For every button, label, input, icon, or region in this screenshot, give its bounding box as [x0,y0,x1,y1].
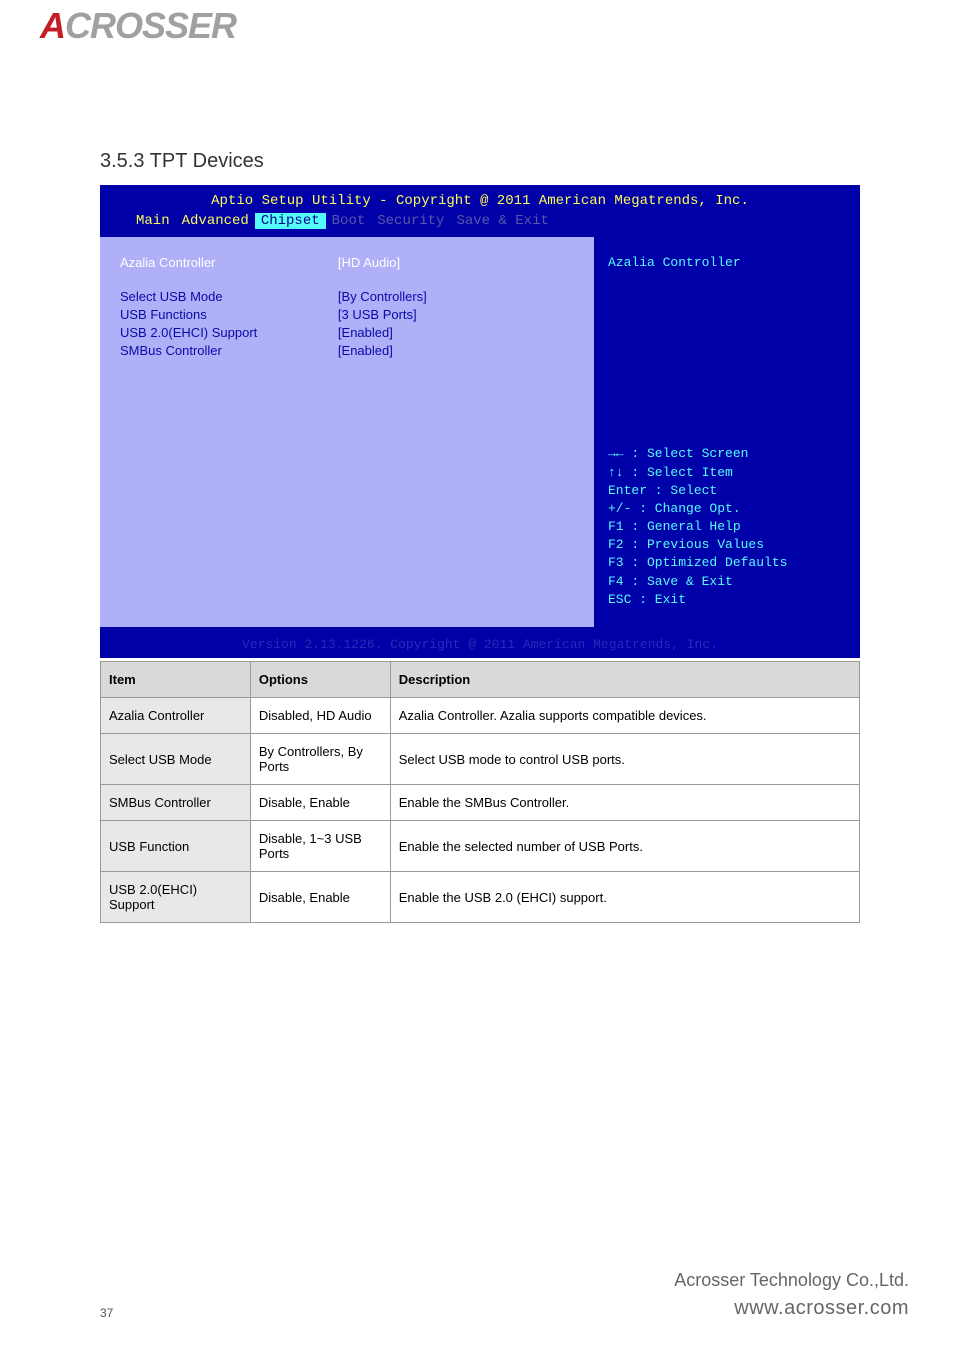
setting-row[interactable]: SMBus Controller [Enabled] [120,343,574,358]
setting-row[interactable]: USB 2.0(EHCI) Support [Enabled] [120,325,574,340]
footer-url: www.acrosser.com [674,1297,909,1320]
table-cell: Disable, Enable [250,785,390,821]
logo-rest: CROSSER [65,5,236,46]
help-line: ESC : Exit [608,591,848,609]
help-line: Enter : Select [608,482,848,500]
table-row: Select USB Mode By Controllers, By Ports… [101,734,860,785]
table-cell: Azalia Controller [101,698,251,734]
bios-header: Aptio Setup Utility - Copyright @ 2011 A… [100,191,860,211]
table-row: SMBus Controller Disable, Enable Enable … [101,785,860,821]
setting-value: [3 USB Ports] [338,307,574,322]
table-cell: Disabled, HD Audio [250,698,390,734]
tab-chipset[interactable]: Chipset [255,213,326,229]
table-cell: USB 2.0(EHCI) Support [101,872,251,923]
table-header-row: Item Options Description [101,662,860,698]
bios-tabs: Main Advanced Chipset Boot Security Save… [100,211,860,235]
footer-company: Acrosser Technology Co.,Ltd. [674,1270,909,1291]
table-row: USB Function Disable, 1~3 USB Ports Enab… [101,821,860,872]
table-header: Options [250,662,390,698]
page-title: 3.5.3 TPT Devices [100,150,264,173]
logo: ACROSSER [40,5,236,47]
table-cell: Enable the SMBus Controller. [390,785,859,821]
bios-footer: Version 2.13.1226. Copyright @ 2011 Amer… [100,633,860,658]
page-footer: Acrosser Technology Co.,Ltd. www.acrosse… [674,1270,909,1320]
tab-boot[interactable]: Boot [326,213,372,229]
help-topic: Azalia Controller [608,255,848,270]
help-keys: →← : Select Screen ↑↓ : Select Item Ente… [608,445,848,609]
setting-label: USB Functions [120,307,338,322]
setting-value: [Enabled] [338,343,574,358]
table-cell: Disable, 1~3 USB Ports [250,821,390,872]
tab-advanced[interactable]: Advanced [176,213,255,229]
help-line: F3 : Optimized Defaults [608,554,848,572]
page-number: 37 [100,1306,113,1320]
setting-label: USB 2.0(EHCI) Support [120,325,338,340]
settings-panel: Azalia Controller [HD Audio] Select USB … [100,237,594,627]
bios-screenshot: Aptio Setup Utility - Copyright @ 2011 A… [100,185,860,658]
help-line: F1 : General Help [608,518,848,536]
table-cell: Select USB Mode [101,734,251,785]
setting-row[interactable]: Select USB Mode [By Controllers] [120,289,574,304]
tab-save-exit[interactable]: Save & Exit [450,213,554,229]
help-line: +/- : Change Opt. [608,500,848,518]
help-line: F4 : Save & Exit [608,573,848,591]
setting-label: Azalia Controller [120,255,338,270]
help-line: ↑↓ : Select Item [608,464,848,482]
table-cell: Disable, Enable [250,872,390,923]
table-cell: Enable the selected number of USB Ports. [390,821,859,872]
setting-label: SMBus Controller [120,343,338,358]
setting-row[interactable]: Azalia Controller [HD Audio] [120,255,574,270]
setting-value: [Enabled] [338,325,574,340]
help-panel: Azalia Controller →← : Select Screen ↑↓ … [594,237,860,627]
table-header: Description [390,662,859,698]
table-cell: USB Function [101,821,251,872]
table-cell: SMBus Controller [101,785,251,821]
tab-main[interactable]: Main [130,213,176,229]
help-line: →← : Select Screen [608,445,848,463]
tab-security[interactable]: Security [371,213,450,229]
help-line: F2 : Previous Values [608,536,848,554]
table-header: Item [101,662,251,698]
setting-value: [By Controllers] [338,289,574,304]
table-cell: Azalia Controller. Azalia supports compa… [390,698,859,734]
logo-first-letter: A [40,5,65,46]
documentation-table: Item Options Description Azalia Controll… [100,661,860,923]
table-row: USB 2.0(EHCI) Support Disable, Enable En… [101,872,860,923]
table-cell: Select USB mode to control USB ports. [390,734,859,785]
setting-value: [HD Audio] [338,255,574,270]
table-row: Azalia Controller Disabled, HD Audio Aza… [101,698,860,734]
table-cell: Enable the USB 2.0 (EHCI) support. [390,872,859,923]
table-cell: By Controllers, By Ports [250,734,390,785]
setting-row[interactable]: USB Functions [3 USB Ports] [120,307,574,322]
spacer [120,273,574,286]
setting-label: Select USB Mode [120,289,338,304]
bios-content: Azalia Controller [HD Audio] Select USB … [100,235,860,627]
